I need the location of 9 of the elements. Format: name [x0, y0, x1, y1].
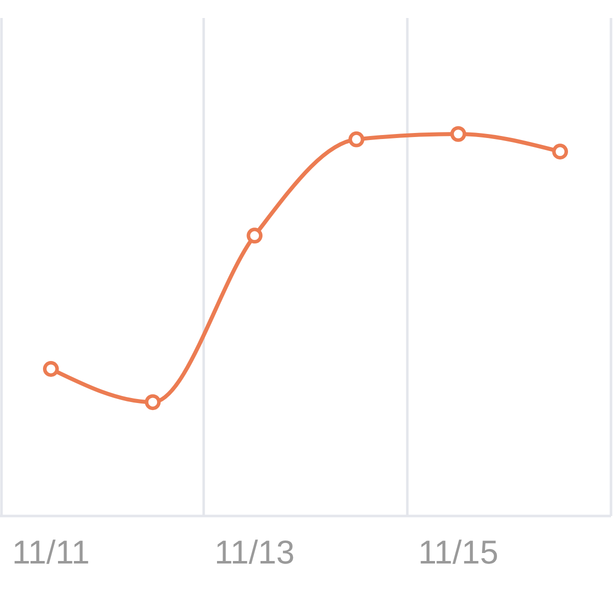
x-tick-label: 11/15: [418, 533, 498, 570]
point: [42, 361, 59, 377]
point: [246, 228, 263, 244]
point: [348, 131, 364, 148]
point: [450, 126, 466, 142]
x-tick-label: 11/13: [214, 533, 295, 570]
x-tick-label: 11/11: [12, 533, 90, 570]
point: [144, 394, 161, 410]
point: [552, 144, 568, 160]
